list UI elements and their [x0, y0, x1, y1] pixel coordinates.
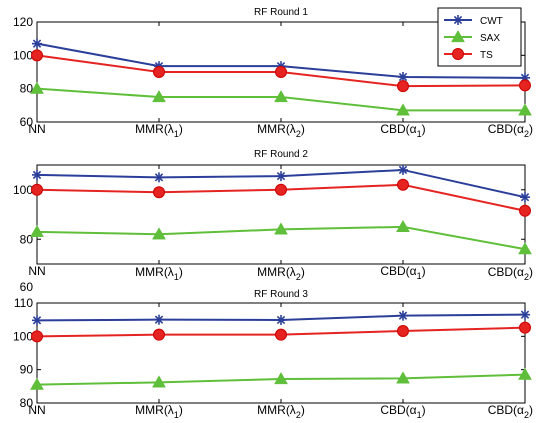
- ts-legend-label: TS: [480, 50, 493, 61]
- sax-marker-3: [396, 103, 410, 116]
- cwt-marker-stroke: [276, 171, 286, 181]
- category-label: CBD(α2): [488, 122, 533, 139]
- sax-marker-4: [518, 242, 532, 255]
- sax-marker-1: [152, 227, 166, 240]
- category-label: CBD(α1): [380, 403, 425, 420]
- cwt-marker-stroke: [154, 315, 164, 324]
- panel-title: RF Round 3: [254, 289, 308, 300]
- category-label: NN: [28, 403, 45, 417]
- category-label: MMR(λ2): [257, 122, 305, 139]
- y-tick-label: 120: [13, 15, 33, 29]
- cwt-marker-stroke: [398, 311, 408, 320]
- cwt-marker-3: [398, 164, 408, 175]
- category-label: MMR(λ1): [135, 122, 183, 139]
- panel-2: RF Round 2 80 100 NN MMR(λ1) MMR(λ2) CBD(α1) CB…: [13, 149, 533, 282]
- y-tick-label: 60: [20, 115, 34, 129]
- cwt-marker-stroke: [32, 170, 42, 180]
- cwt-marker-stroke: [32, 39, 42, 48]
- sax-legend-label: SAX: [480, 33, 500, 44]
- ts-marker-legend: [452, 48, 464, 60]
- ts-marker-3: [397, 178, 409, 191]
- panel-title: RF Round 2: [254, 149, 308, 160]
- cwt-marker-stroke: [276, 315, 286, 325]
- cwt-marker-stroke: [398, 165, 408, 175]
- category-label: MMR(λ2): [257, 265, 305, 282]
- ts-marker-2: [275, 328, 287, 341]
- panel-title: RF Round 1: [254, 7, 308, 18]
- ts-marker-3: [397, 80, 409, 93]
- stray-tick-label: 60: [20, 280, 34, 294]
- panel-1: RF Round 1 60 80 100 120 NN MMR(λ1) MMR(λ2) CBD(…: [13, 7, 533, 139]
- panel-3: RF Round 3 80 90 100 110 NN MMR(λ1) MMR(λ2) CBD(…: [13, 289, 533, 420]
- cwt-marker-stroke: [520, 310, 530, 319]
- cwt-marker-2: [276, 171, 286, 182]
- cwt-marker-2: [276, 315, 286, 325]
- cwt-marker-0: [32, 315, 42, 326]
- cwt-legend-label: CWT: [480, 16, 503, 27]
- y-tick-label: 80: [20, 82, 34, 96]
- ts-marker-4: [519, 204, 531, 217]
- y-tick-label: 90: [20, 363, 34, 377]
- sax-marker-legend: [451, 29, 465, 43]
- y-tick-label: 110: [14, 296, 33, 310]
- ts-marker-3: [397, 325, 409, 337]
- ts-marker-1: [153, 186, 165, 199]
- ts-marker-0: [31, 183, 43, 196]
- sax-marker-3: [396, 219, 410, 232]
- ts-marker-2: [275, 66, 287, 78]
- cwt-marker-legend: [453, 15, 463, 25]
- cwt-marker-stroke: [398, 72, 408, 82]
- ts-marker-4: [519, 79, 531, 92]
- category-label: CBD(α1): [380, 264, 425, 281]
- sax-marker-0: [30, 224, 44, 237]
- category-label: NN: [28, 264, 45, 278]
- category-label: CBD(α1): [380, 122, 425, 139]
- sax-marker-0: [30, 377, 44, 390]
- cwt-marker-4: [520, 309, 530, 320]
- sax-marker-2: [274, 89, 288, 103]
- sax-marker-4: [518, 367, 532, 380]
- category-label: CBD(α2): [488, 265, 533, 282]
- category-label: NN: [28, 122, 45, 136]
- ts-marker-1: [153, 66, 165, 78]
- y-tick-label: 100: [13, 183, 33, 197]
- cwt-marker-stroke: [32, 316, 42, 325]
- legend: CWT SAX TS: [437, 7, 522, 67]
- cwt-marker-stroke: [154, 173, 164, 182]
- ts-marker-4: [519, 321, 531, 334]
- y-tick-label: 80: [20, 232, 34, 246]
- sax-marker-4: [518, 103, 532, 116]
- cwt-marker-0: [32, 169, 42, 180]
- cwt-marker-3: [398, 310, 408, 321]
- y-tick-label: 100: [13, 48, 33, 62]
- category-label: MMR(λ2): [257, 403, 305, 420]
- sax-marker-2: [274, 222, 288, 235]
- y-tick-label: 80: [20, 396, 34, 410]
- sax-marker-0: [30, 81, 44, 94]
- cwt-marker-4: [520, 192, 530, 203]
- cwt-marker-1: [154, 172, 164, 183]
- cwt-marker-0: [32, 38, 42, 49]
- sax-marker-2: [274, 371, 288, 385]
- ts-marker-0: [31, 49, 43, 62]
- ts-marker-0: [31, 330, 43, 343]
- ts-marker-1: [153, 328, 165, 341]
- sax-marker-1: [152, 89, 166, 103]
- y-tick-label: 100: [13, 329, 33, 343]
- category-label: MMR(λ1): [135, 265, 183, 282]
- ts-marker-2: [275, 183, 287, 196]
- sax-marker-3: [396, 371, 410, 384]
- category-label: CBD(α2): [488, 403, 533, 420]
- sax-marker-1: [152, 375, 166, 388]
- category-label: MMR(λ1): [135, 403, 183, 420]
- cwt-marker-stroke: [520, 193, 530, 202]
- cwt-marker-1: [154, 314, 164, 325]
- cwt-marker-stroke: [453, 15, 463, 25]
